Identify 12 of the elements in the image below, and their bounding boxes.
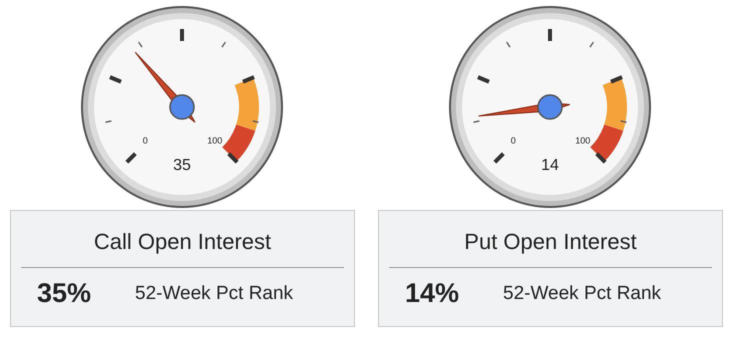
text: 52-Week Pct Rank: [135, 282, 294, 304]
text: 52-Week Pct Rank: [503, 282, 662, 304]
data-label: 35%: [37, 278, 92, 309]
text: 35: [173, 157, 191, 174]
text: 100: [575, 135, 590, 146]
text: Put Open Interest: [463, 229, 638, 255]
text: 14: [541, 157, 559, 174]
text: 0: [510, 135, 516, 146]
text: 0: [142, 135, 148, 146]
text: Call Open Interest: [92, 229, 272, 255]
data-label: 14%: [405, 278, 460, 309]
text: 100: [207, 135, 222, 146]
